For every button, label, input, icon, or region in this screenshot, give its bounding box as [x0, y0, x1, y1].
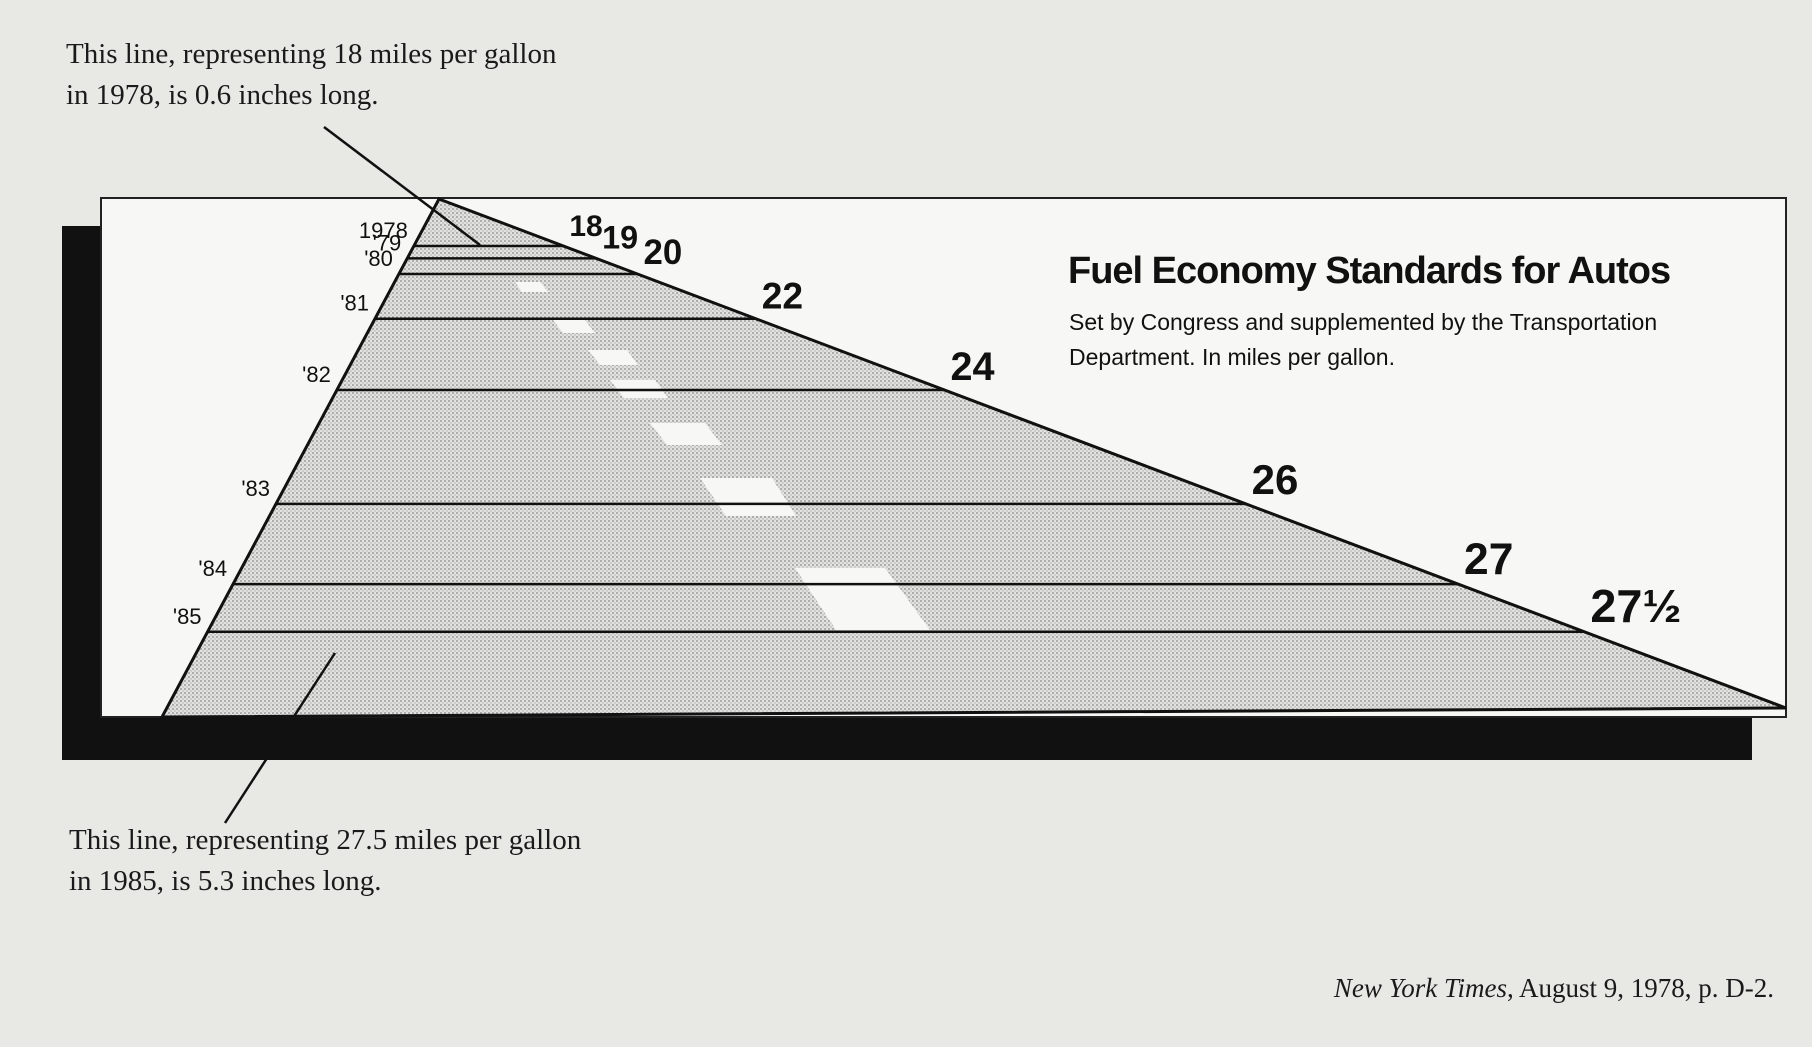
value-label: 24 — [950, 345, 994, 389]
year-label: '84 — [198, 556, 227, 581]
year-label: '81 — [340, 291, 369, 316]
annotation-bottom: This line, representing 27.5 miles per g… — [69, 824, 582, 897]
chart-title: Fuel Economy Standards for Autos — [1068, 250, 1671, 292]
chart-subtitle: Set by Congress and supplemented by the … — [1069, 309, 1658, 370]
year-label: '85 — [173, 604, 202, 629]
value-label: 27 — [1464, 535, 1513, 584]
year-label: '83 — [241, 476, 270, 501]
shadow-left — [62, 226, 102, 760]
value-label: 26 — [1252, 456, 1299, 503]
year-label: 1978 — [359, 218, 408, 243]
value-label: 18 — [569, 210, 602, 243]
source-rest: , August 9, 1978, p. D-2. — [1506, 973, 1774, 1003]
value-label: 19 — [602, 219, 638, 255]
source: New York Times, August 9, 1978, p. D-2. — [1334, 970, 1774, 1008]
year-label: '80 — [364, 246, 393, 271]
pointer-top — [323, 126, 481, 246]
source-title: New York Times — [1333, 973, 1507, 1003]
value-label: 27½ — [1590, 580, 1681, 632]
year-label: '82 — [302, 362, 331, 387]
pointer-bottom — [223, 652, 337, 824]
value-label: 20 — [643, 233, 682, 272]
shadow-bottom — [62, 717, 1752, 760]
year-label: '79 — [373, 230, 402, 255]
value-label: 22 — [762, 275, 803, 317]
annotation-top: This line, representing 18 miles per gal… — [66, 38, 557, 111]
